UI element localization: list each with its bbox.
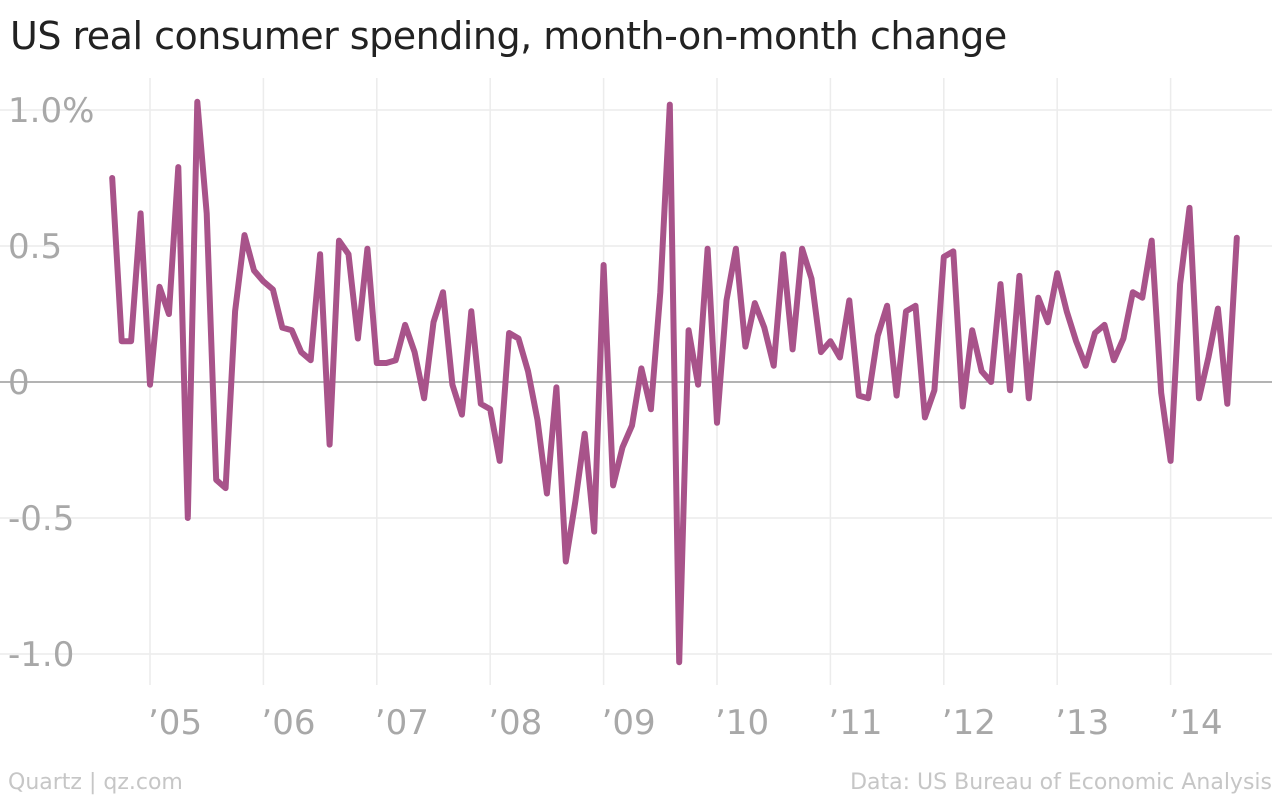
- x-tick-label: ’10: [715, 703, 769, 743]
- footer-source: Data: US Bureau of Economic Analysis: [850, 770, 1272, 795]
- x-tick-label: ’07: [375, 703, 429, 743]
- series-line: [109, 98, 1240, 666]
- x-tick-label: ’11: [828, 703, 882, 743]
- y-axis: 1.0% 0.5 0 -0.5 -1.0: [8, 91, 94, 675]
- x-tick-label: ’05: [148, 703, 202, 743]
- y-tick-label: 0: [8, 363, 30, 403]
- x-tick-label: ’08: [488, 703, 542, 743]
- x-tick-label: ’14: [1169, 703, 1223, 743]
- x-tick-label: ’06: [261, 703, 315, 743]
- x-axis: ’05 ’06 ’07 ’08 ’09 ’10 ’11 ’12 ’13 ’14: [148, 703, 1223, 743]
- x-tick-label: ’13: [1055, 703, 1109, 743]
- y-tick-label: 1.0%: [8, 91, 94, 131]
- y-tick-label: -0.5: [8, 499, 74, 539]
- y-tick-label: -1.0: [8, 635, 74, 675]
- footer-credit: Quartz | qz.com: [8, 770, 183, 795]
- x-tick-label: ’12: [942, 703, 996, 743]
- y-tick-label: 0.5: [8, 227, 62, 267]
- x-tick-label: ’09: [602, 703, 656, 743]
- grid: [0, 78, 1272, 685]
- series: [109, 98, 1240, 666]
- chart-title: US real consumer spending, month-on-mont…: [10, 14, 1007, 58]
